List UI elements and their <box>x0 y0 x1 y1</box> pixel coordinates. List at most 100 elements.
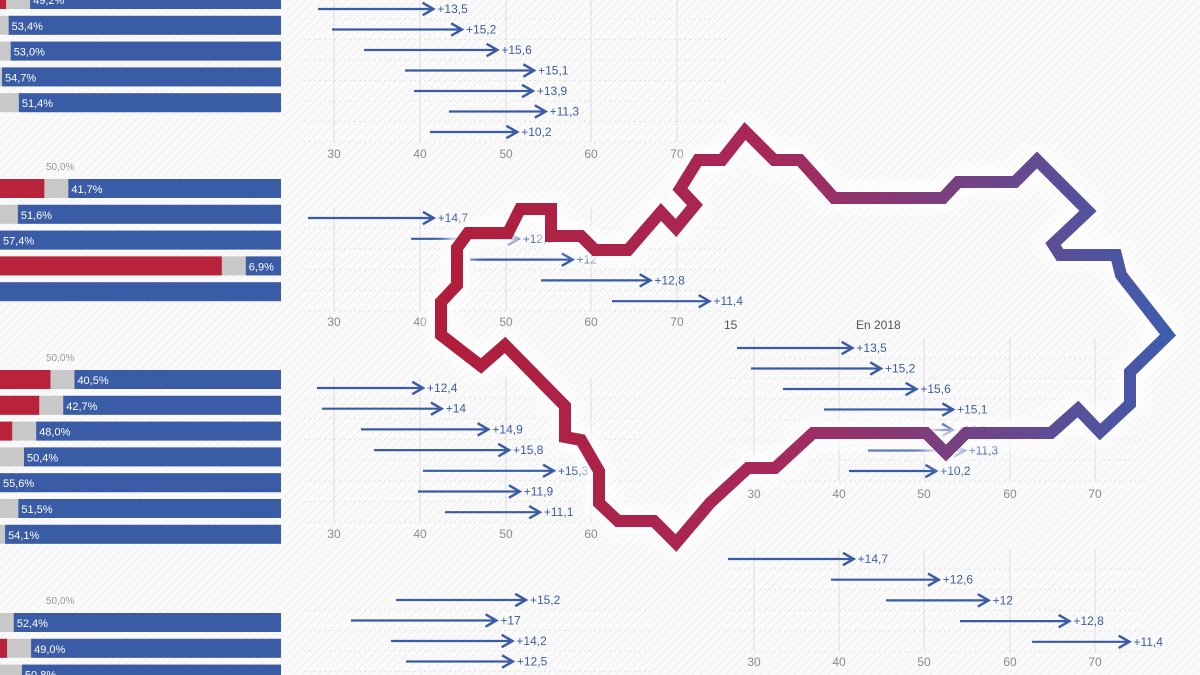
bar-value-label: 42,7% <box>66 401 97 413</box>
arrow-value-label: +14,7 <box>438 211 469 225</box>
arrow-value-label: +15,2 <box>466 23 497 37</box>
bar-value-label: 50,8% <box>25 670 56 675</box>
bar-red-segment <box>0 179 45 198</box>
reference-label: 50,0% <box>46 162 74 173</box>
x-tick-label: 50 <box>499 527 513 541</box>
bar-value-label: 51,6% <box>21 210 52 222</box>
bar-value-label: 54,1% <box>8 530 39 542</box>
arrow-panel: 30 40 50 60 70 +13,5 +15,2 +15,6 +15,1 +13,9 +11,3… <box>304 0 727 161</box>
arrow-value-label: +12,5 <box>517 655 548 669</box>
x-tick-label: 50 <box>917 487 931 501</box>
bar-value-label: 50,4% <box>27 452 58 464</box>
bar-value-label: 51,5% <box>21 504 52 516</box>
bar-blue-segment <box>2 67 282 87</box>
x-tick-label: 40 <box>832 487 846 501</box>
bar-blue-segment <box>23 447 282 467</box>
bar-blue-segment <box>63 395 282 415</box>
panel-header: En 2018 <box>856 318 901 332</box>
bar-panel: 50,0%40,5% 42,7% 48,0% 50,4% 55,6% 51,5% 54,1% <box>0 353 282 544</box>
arrow-value-label: +13,5 <box>437 2 468 16</box>
x-tick-label: 30 <box>747 655 761 669</box>
arrow-value-label: +11,3 <box>550 105 580 119</box>
reference-label: 50,0% <box>46 596 74 607</box>
x-tick-label: 40 <box>413 147 427 161</box>
x-tick-label: 60 <box>584 527 598 541</box>
x-tick-label: 60 <box>584 147 598 161</box>
bar-blue-segment <box>245 256 281 276</box>
arrow-value-label: +12,8 <box>654 273 685 287</box>
arrow-value-label: +12 <box>993 593 1014 607</box>
bar-blue-segment <box>8 15 281 35</box>
bar-red-segment <box>0 395 40 415</box>
bar-value-label: 6,9% <box>249 261 274 273</box>
arrow-panel: +15,2 +17 +14,2 +12,5 <box>304 592 654 672</box>
bar-red-segment <box>0 256 222 276</box>
x-tick-label: 30 <box>747 487 761 501</box>
arrow-value-label: +12,8 <box>1073 614 1104 628</box>
x-tick-label: 40 <box>413 315 427 329</box>
x-tick-label: 30 <box>327 315 341 329</box>
region-outline-path <box>435 121 1177 552</box>
bar-blue-segment <box>68 179 281 198</box>
bar-panel: 50,0% 41,7% 51,6% 57,4% 6,9% <box>0 162 282 302</box>
arrow-panel: 30 40 50 60 70 +14,7 +12,6 +12 +12,8 +11,4 <box>724 549 1163 669</box>
arrow-value-label: +15,1 <box>957 403 988 417</box>
bar-blue-segment <box>0 473 281 493</box>
bar-value-label: 41,7% <box>71 184 102 196</box>
region-outline <box>428 118 1181 556</box>
arrow-value-label: +11,4 <box>713 294 743 308</box>
bar-value-label: 54,7% <box>5 72 36 84</box>
bar-blue-segment <box>21 664 281 675</box>
bar-value-label: 52,4% <box>17 618 48 630</box>
bar-blue-segment <box>0 230 281 250</box>
bar-value-label: 49,2% <box>33 0 64 7</box>
bar-panels: 49,2% 53,4% 53,0% 54,7% 51,4% 50,0% 41,7% 51,6%… <box>0 0 282 675</box>
bar-panel: 50,0% 52,4% 49,0% 50,8% <box>0 596 281 675</box>
arrow-value-label: +15,1 <box>538 64 569 78</box>
x-tick-label: 70 <box>1088 655 1102 669</box>
bar-blue-segment <box>30 0 281 9</box>
arrow-value-label: +11,3 <box>969 444 999 458</box>
arrow-value-label: +15,2 <box>530 593 561 607</box>
x-tick-label: 30 <box>327 147 341 161</box>
arrow-value-label: +15,6 <box>920 382 951 396</box>
arrow-value-label: +11,4 <box>1133 635 1163 649</box>
x-tick-label: 70 <box>670 315 684 329</box>
arrow-value-label: +15,3 <box>558 464 589 478</box>
bar-blue-segment <box>18 93 282 113</box>
x-tick-label: 50 <box>499 315 513 329</box>
arrow-value-label: +15,2 <box>885 362 916 376</box>
bar-blue-segment <box>17 204 282 224</box>
bar-blue-segment <box>36 421 282 441</box>
arrow-value-label: +13,9 <box>537 84 568 98</box>
bar-value-label: 49,0% <box>34 644 65 656</box>
bar-blue-segment <box>13 613 281 632</box>
bar-red-segment <box>0 421 13 441</box>
bar-blue-segment <box>10 41 281 61</box>
arrow-value-label: +14,2 <box>516 634 547 648</box>
x-tick-label: 60 <box>1003 655 1017 669</box>
bar-red-segment <box>0 638 8 658</box>
arrow-value-label: +10,2 <box>940 464 971 478</box>
bar-value-label: 53,4% <box>12 21 43 33</box>
x-tick-label: 30 <box>327 527 341 541</box>
x-tick-label: 40 <box>413 527 427 541</box>
bar-blue-segment <box>31 638 281 658</box>
arrow-value-label: +17 <box>500 614 521 628</box>
bar-value-label: 51,4% <box>22 98 53 110</box>
bar-blue-segment <box>0 282 281 302</box>
bar-blue-segment <box>74 370 281 389</box>
bar-value-label: 40,5% <box>77 375 108 387</box>
bar-blue-segment <box>18 499 281 518</box>
arrow-value-label: +12,6 <box>943 573 974 587</box>
arrow-value-label: +11,1 <box>544 505 574 519</box>
arrow-value-label: +10,2 <box>521 125 552 139</box>
arrow-value-label: +14 <box>446 402 467 416</box>
arrow-value-label: +15,6 <box>501 43 532 57</box>
bar-panel: 49,2% 53,4% 53,0% 54,7% 51,4% <box>0 0 282 113</box>
arrow-value-label: +14,7 <box>858 552 889 566</box>
arrow-value-label: +12,4 <box>427 381 458 395</box>
x-tick-label: 50 <box>917 655 931 669</box>
arrow-value-label: +14,9 <box>492 422 523 436</box>
